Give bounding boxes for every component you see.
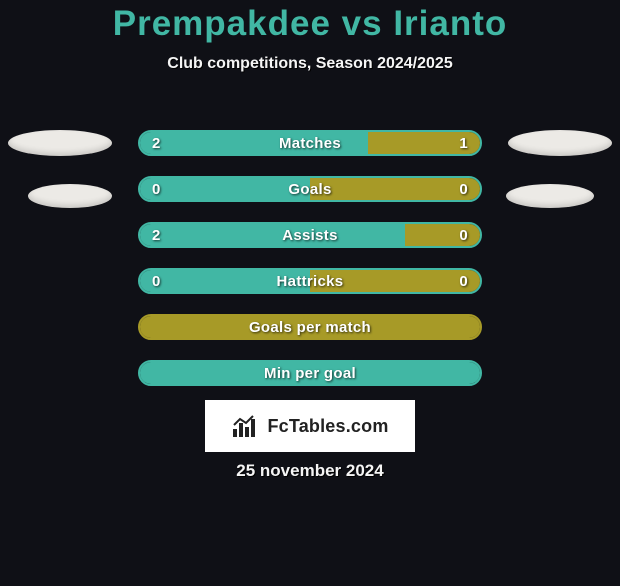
stat-label: Matches [140, 132, 480, 154]
stat-row-matches: 2 1 Matches [138, 130, 482, 156]
player1-avatar-bottom [28, 184, 112, 208]
stat-row-mpg: Min per goal [138, 360, 482, 386]
stat-label: Goals per match [140, 316, 480, 338]
player2-avatar-bottom [506, 184, 594, 208]
stat-row-gpm: Goals per match [138, 314, 482, 340]
stat-row-goals: 0 0 Goals [138, 176, 482, 202]
stat-label: Hattricks [140, 270, 480, 292]
fctables-logo: FcTables.com [205, 400, 415, 452]
stat-label: Min per goal [140, 362, 480, 384]
player2-name: Irianto [393, 4, 507, 43]
stat-label: Assists [140, 224, 480, 246]
logo-text: FcTables.com [267, 416, 388, 437]
stat-bars: 2 1 Matches 0 0 Goals 2 0 Assists 0 0 Ha… [138, 130, 482, 406]
player1-avatar-top [8, 130, 112, 156]
vs-text: vs [342, 4, 383, 43]
subtitle: Club competitions, Season 2024/2025 [0, 55, 620, 73]
stat-row-hattricks: 0 0 Hattricks [138, 268, 482, 294]
comparison-title: Prempakdee vs Irianto [0, 6, 620, 43]
bars-icon [231, 413, 261, 439]
stat-row-assists: 2 0 Assists [138, 222, 482, 248]
player2-avatar-top [508, 130, 612, 156]
stat-label: Goals [140, 178, 480, 200]
date-text: 25 november 2024 [0, 461, 620, 481]
player1-name: Prempakdee [113, 4, 331, 43]
